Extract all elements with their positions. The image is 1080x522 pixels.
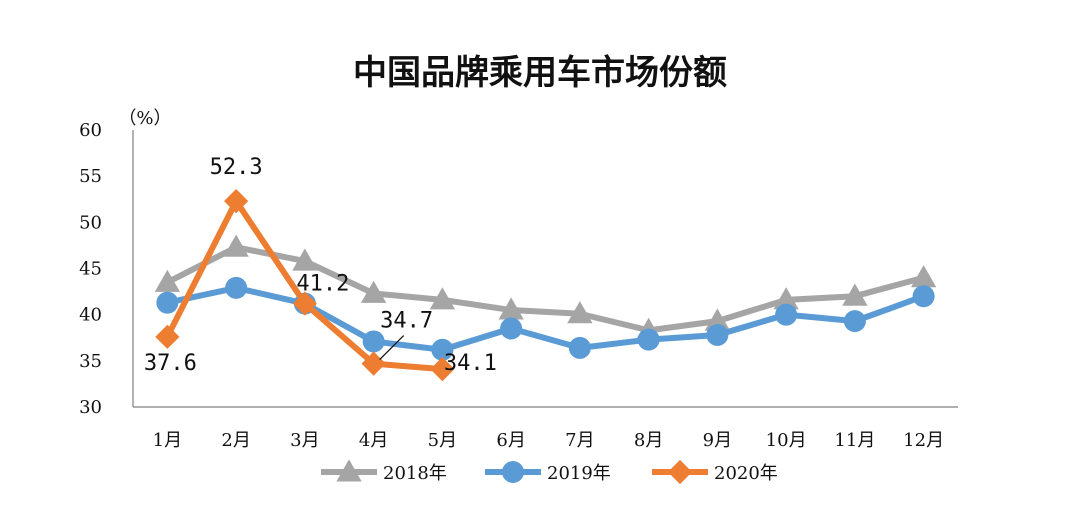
legend: 2018年 2019年 2020年 [321, 459, 778, 485]
y-axis-unit: （%） [118, 108, 171, 129]
data-point [292, 248, 318, 271]
series-2018年 [154, 234, 937, 340]
data-point [154, 269, 181, 292]
x-tick-label: 2月 [221, 430, 250, 451]
legend-label: 2020年 [714, 463, 778, 484]
data-point [223, 234, 249, 257]
legend-item: 2020年 [652, 459, 778, 485]
data-point [498, 297, 524, 320]
axes: 30 35 40 45 50 55 60 1月 2月 3月 4月 5月 6月 7月 8月 9月 10月 11月 12… [79, 120, 958, 451]
data-point [431, 338, 454, 361]
data-point [637, 328, 660, 351]
data-point [910, 265, 937, 288]
data-point [292, 291, 317, 316]
data-point [429, 287, 456, 310]
series-2020年 [155, 188, 455, 382]
data-labels: 37.6 52.3 41.2 34.7 34.1 [144, 155, 497, 376]
y-tick-label: 40 [79, 305, 102, 326]
data-point [155, 324, 180, 349]
x-tick-label: 4月 [359, 430, 388, 451]
data-point [360, 280, 387, 303]
data-point [704, 308, 731, 331]
y-tick-label: 55 [79, 166, 102, 187]
y-tick-label: 30 [79, 397, 102, 418]
data-point [706, 323, 729, 346]
legend-marker [336, 459, 362, 482]
series-layer [154, 188, 937, 382]
legend-item: 2018年 [321, 459, 447, 484]
x-tick-label: 6月 [496, 430, 525, 451]
data-point [430, 357, 455, 382]
x-tick-label: 1月 [153, 430, 182, 451]
series-2019年 [156, 276, 935, 361]
x-tick-label: 10月 [766, 430, 807, 451]
data-point [775, 303, 798, 326]
y-tick-label: 50 [79, 212, 102, 233]
data-label: 34.7 [380, 309, 433, 334]
legend-label: 2018年 [383, 463, 447, 484]
series-line [164, 244, 927, 334]
data-point [225, 276, 248, 299]
data-point [568, 336, 591, 359]
x-tick-label: 8月 [634, 430, 663, 451]
data-point [843, 310, 866, 333]
data-point [224, 188, 249, 214]
data-label: 37.6 [144, 351, 197, 376]
legend-marker [667, 459, 693, 485]
data-point [156, 291, 179, 314]
leader-line [379, 335, 405, 361]
legend-label: 2019年 [547, 463, 611, 484]
x-tick-label: 7月 [565, 430, 594, 451]
legend-marker [502, 461, 524, 483]
y-tick-label: 60 [79, 120, 102, 141]
data-point [362, 330, 385, 353]
y-tick-label: 45 [79, 259, 102, 280]
data-point [500, 317, 523, 340]
legend-item: 2019年 [485, 461, 611, 484]
chart-title: 中国品牌乘用车市场份额 [353, 53, 727, 93]
data-point [773, 287, 799, 310]
data-point [842, 283, 868, 306]
series-line [164, 284, 927, 353]
x-tick-label: 12月 [903, 430, 944, 451]
data-label: 41.2 [296, 272, 349, 297]
x-tick-label: 11月 [834, 430, 875, 451]
data-label: 52.3 [210, 155, 263, 180]
data-point [567, 301, 593, 324]
y-tick-label: 35 [79, 351, 102, 372]
x-tick-label: 9月 [703, 430, 732, 451]
x-tick-label: 5月 [428, 430, 457, 451]
data-point [912, 285, 935, 308]
data-label: 34.1 [444, 351, 497, 376]
x-tick-label: 3月 [290, 430, 319, 451]
data-point [361, 351, 386, 376]
